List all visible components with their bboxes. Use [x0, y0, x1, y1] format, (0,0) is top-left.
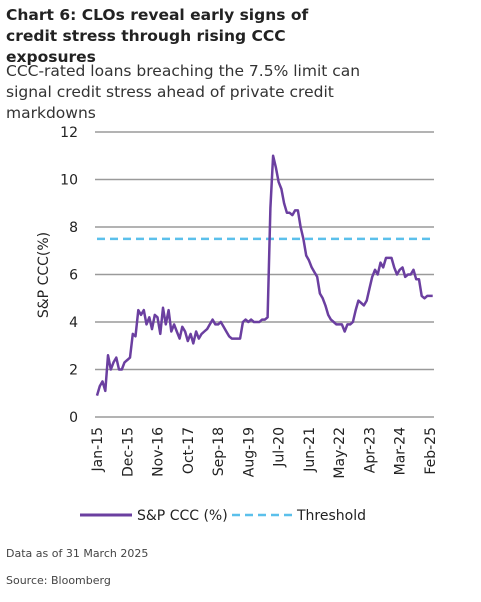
x-tick-label: Feb-25 [423, 427, 439, 475]
y-tick-label: 10 [60, 173, 78, 189]
chart-subtitle: CCC-rated loans breaching the 7.5% limit… [6, 62, 360, 122]
x-tick-label: Jan-15 [90, 427, 106, 472]
x-tick-label: Oct-17 [181, 427, 197, 474]
x-tick-label: May-22 [332, 427, 348, 479]
legend-label: Threshold [296, 508, 366, 524]
y-tick-label: 0 [69, 410, 78, 426]
x-tick-label: Mar-24 [393, 427, 409, 475]
chart-title: Chart 6: CLOs reveal early signs of credi… [6, 6, 309, 66]
y-axis-label: S&P CCC(%) [36, 232, 52, 318]
x-tick-label: Sep-18 [211, 427, 227, 476]
x-tick-label: Jul-20 [272, 427, 288, 468]
note: Source: Bloomberg [6, 574, 111, 587]
x-tick-label: Dec-15 [120, 427, 136, 477]
note: Data as of 31 March 2025 [6, 547, 148, 560]
y-tick-label: 2 [69, 363, 78, 379]
x-tick-label: Jun-21 [302, 427, 318, 473]
y-tick-label: 4 [69, 315, 78, 331]
data-line [95, 154, 433, 396]
y-tick-label: 6 [69, 268, 78, 284]
legend-label: S&P CCC (%) [137, 508, 228, 524]
y-tick-label: 12 [60, 125, 78, 141]
y-tick-label: 8 [69, 220, 78, 236]
x-tick-label: Apr-23 [362, 427, 378, 473]
x-tick-label: Nov-16 [151, 427, 167, 477]
x-tick-label: Aug-19 [241, 427, 257, 477]
